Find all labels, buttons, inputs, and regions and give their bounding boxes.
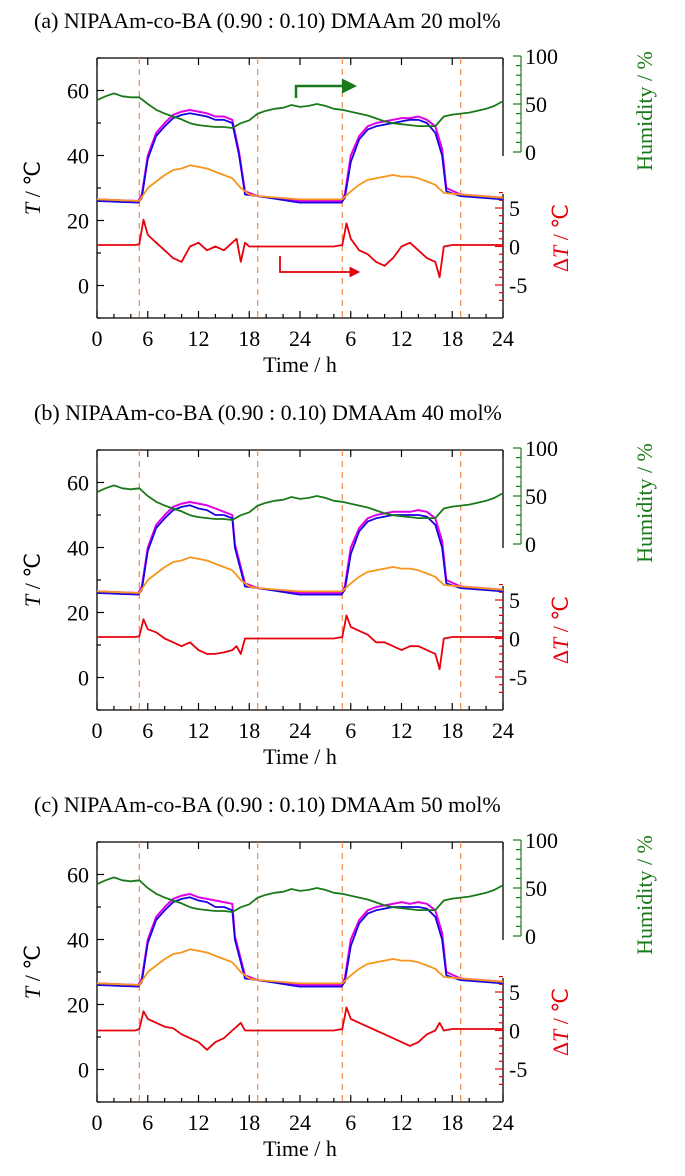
x-axis-label: Time / h (263, 744, 337, 769)
y-tick-label: 40 (67, 144, 89, 169)
series-orange-line (96, 556, 504, 594)
x-tick-label: 0 (92, 326, 103, 351)
panel-b: (b) NIPAAm-co-BA (0.90 : 0.10) DMAAm 40 … (20, 400, 657, 769)
y-tick-label: 40 (67, 536, 89, 561)
y-axis-label-T: T / ℃ (20, 553, 45, 607)
x-tick-label: 12 (188, 1110, 210, 1135)
x-tick-label: 12 (391, 718, 413, 743)
y-tick-label: 60 (67, 863, 89, 888)
y-tick-label: 20 (67, 601, 89, 626)
dt-tick-label: 0 (509, 627, 520, 652)
humidity-tick-label: 50 (525, 876, 547, 901)
humidity-tick-label: 100 (525, 436, 558, 461)
x-axis-label: Time / h (263, 1136, 337, 1161)
series-red-line (97, 614, 503, 671)
dt-tick-label: 5 (509, 588, 520, 613)
humidity-tick-label: 50 (525, 92, 547, 117)
y-axis-label-dT: ΔT / ℃ (548, 988, 573, 1056)
panel-title: (b) NIPAAm-co-BA (0.90 : 0.10) DMAAm 40 … (34, 400, 502, 425)
y-axis-label-humidity: Humidity / % (632, 443, 657, 563)
x-tick-label: 6 (345, 1110, 356, 1135)
series-blue-line (96, 112, 504, 204)
series-magenta-line (96, 109, 504, 202)
y-axis-label-T: T / ℃ (20, 161, 45, 215)
x-tick-label: 0 (92, 718, 103, 743)
x-axis-label: Time / h (263, 352, 337, 377)
x-tick-label: 12 (188, 718, 210, 743)
dt-tick-label: 5 (509, 196, 520, 221)
x-tick-label: 6 (142, 718, 153, 743)
panel-c: (c) NIPAAm-co-BA (0.90 : 0.10) DMAAm 50 … (20, 792, 657, 1161)
x-tick-label: 24 (492, 1110, 514, 1135)
x-tick-label: 18 (441, 326, 463, 351)
dt-tick-label: 5 (509, 980, 520, 1005)
x-tick-label: 18 (238, 718, 260, 743)
dt-tick-label: -5 (509, 273, 527, 298)
series-magenta-line (96, 893, 504, 986)
y-axis-label-dT: ΔT / ℃ (548, 204, 573, 272)
y-tick-label: 40 (67, 928, 89, 953)
y-tick-label: 0 (78, 666, 89, 691)
series-orange-line (96, 948, 504, 986)
panel-title: (a) NIPAAm-co-BA (0.90 : 0.10) DMAAm 20 … (34, 8, 501, 33)
y-tick-label: 20 (67, 209, 89, 234)
y-axis-label-humidity: Humidity / % (632, 51, 657, 171)
humidity-tick-label: 0 (525, 140, 536, 165)
y-tick-label: 60 (67, 79, 89, 104)
humidity-tick-label: 100 (525, 44, 558, 69)
x-tick-label: 12 (391, 326, 413, 351)
series-green-line (96, 876, 504, 913)
x-tick-label: 18 (238, 326, 260, 351)
series-red-line (97, 1006, 503, 1051)
y-tick-label: 20 (67, 993, 89, 1018)
dt-tick-label: 0 (509, 1019, 520, 1044)
series-magenta-line (96, 501, 504, 594)
y-tick-label: 60 (67, 471, 89, 496)
x-tick-label: 24 (289, 1110, 311, 1135)
humidity-tick-label: 100 (525, 828, 558, 853)
x-tick-label: 0 (92, 1110, 103, 1135)
x-tick-label: 6 (142, 1110, 153, 1135)
dt-tick-label: 0 (509, 235, 520, 260)
dt-tick-label: -5 (509, 1057, 527, 1082)
humidity-tick-label: 0 (525, 924, 536, 949)
dt-arrow (279, 256, 361, 278)
y-tick-label: 0 (78, 1058, 89, 1083)
x-tick-label: 24 (289, 326, 311, 351)
dt-tick-label: -5 (509, 665, 527, 690)
series-red-line (97, 218, 503, 279)
x-tick-label: 18 (441, 1110, 463, 1135)
x-tick-label: 24 (492, 326, 514, 351)
x-tick-label: 24 (289, 718, 311, 743)
series-green-line (96, 484, 504, 521)
humidity-arrow (294, 78, 357, 98)
y-axis-label-T: T / ℃ (20, 945, 45, 999)
series-blue-line (96, 504, 504, 596)
x-tick-label: 6 (345, 326, 356, 351)
x-tick-label: 6 (345, 718, 356, 743)
x-tick-label: 24 (492, 718, 514, 743)
humidity-tick-label: 50 (525, 484, 547, 509)
y-axis-label-dT: ΔT / ℃ (548, 596, 573, 664)
y-axis-label-humidity: Humidity / % (632, 835, 657, 955)
x-tick-label: 12 (391, 1110, 413, 1135)
panel-title: (c) NIPAAm-co-BA (0.90 : 0.10) DMAAm 50 … (34, 792, 501, 817)
humidity-tick-label: 0 (525, 532, 536, 557)
series-green-line (96, 92, 504, 129)
series-blue-line (96, 896, 504, 988)
x-tick-label: 18 (238, 1110, 260, 1135)
x-tick-label: 18 (441, 718, 463, 743)
panel-a: (a) NIPAAm-co-BA (0.90 : 0.10) DMAAm 20 … (20, 8, 657, 377)
y-tick-label: 0 (78, 274, 89, 299)
series-orange-line (96, 164, 504, 202)
x-tick-label: 6 (142, 326, 153, 351)
x-tick-label: 12 (188, 326, 210, 351)
